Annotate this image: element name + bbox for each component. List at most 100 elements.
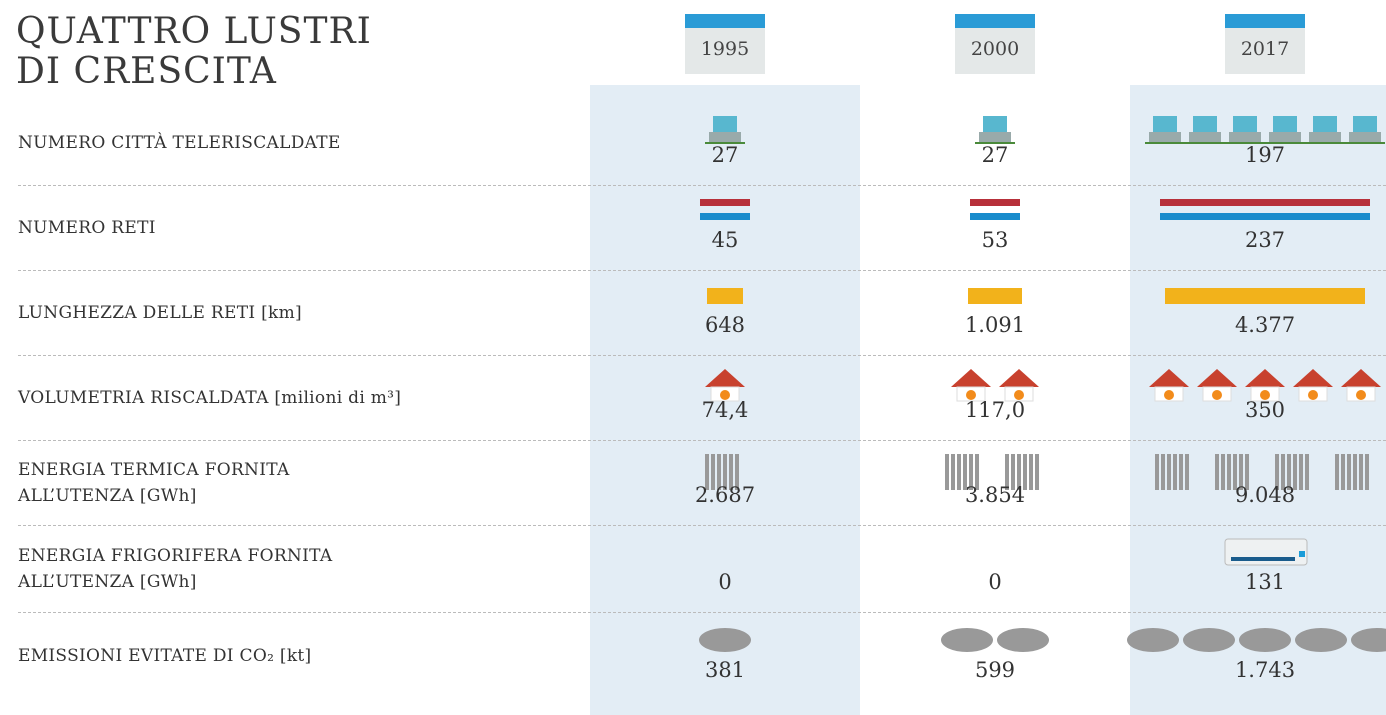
icon-part <box>1281 454 1285 490</box>
icon-part <box>1275 454 1279 490</box>
icon-part <box>1212 390 1222 400</box>
row-label-line: NUMERO RETI <box>18 217 156 238</box>
icon-part <box>1017 454 1021 490</box>
icon-part <box>1309 132 1341 142</box>
row-value: 237 <box>1244 228 1286 252</box>
icon-part <box>1245 369 1285 387</box>
icon-part <box>951 369 991 387</box>
calendar: 1995 <box>685 14 765 74</box>
icon-part <box>1299 551 1305 557</box>
icon-part <box>1035 454 1039 490</box>
row-separator <box>18 270 1386 271</box>
icon-part <box>1165 288 1365 304</box>
icon-part <box>1197 369 1237 387</box>
icon-part <box>1005 454 1009 490</box>
icon-part <box>1183 628 1235 652</box>
icon-part <box>1341 454 1345 490</box>
icon-part <box>1164 390 1174 400</box>
title: QUATTRO LUSTRI DI CRESCITA <box>16 12 372 92</box>
row-separator <box>18 440 1386 441</box>
icon-part <box>1189 132 1221 142</box>
row-value: 197 <box>1244 143 1286 167</box>
icon-part <box>709 132 741 142</box>
row-label: EMISSIONI EVITATE DI CO₂ [kt] <box>18 643 312 669</box>
row-value: 117,0 <box>964 398 1026 422</box>
row-label-line: ENERGIA FRIGORIFERA FORNITA <box>18 545 333 566</box>
row-label-line: ALL’UTENZA [GWh] <box>18 571 197 592</box>
row-separator <box>18 355 1386 356</box>
row-value: 350 <box>1244 398 1286 422</box>
icon-part <box>1308 390 1318 400</box>
icon-part <box>999 369 1039 387</box>
icon-part <box>705 369 745 387</box>
row-label-line: LUNGHEZZA DELLE RETI [km] <box>18 302 302 323</box>
icon-part <box>997 628 1049 652</box>
icon-part <box>1233 454 1237 490</box>
icon-part <box>723 454 727 490</box>
row-value: 131 <box>1244 570 1286 594</box>
year: 1995 <box>700 38 750 60</box>
icon-part <box>1127 628 1179 652</box>
row-value: 4.377 <box>1234 313 1296 337</box>
row-value: 648 <box>704 313 746 337</box>
row-value: 381 <box>704 658 746 682</box>
calendar-bar <box>685 14 765 28</box>
icon-part <box>1260 390 1270 400</box>
icon-part <box>945 454 949 490</box>
year: 2017 <box>1240 38 1290 60</box>
icon-part <box>1161 454 1165 490</box>
icon-part <box>1349 132 1381 142</box>
calendar-body <box>1225 28 1305 74</box>
icon-part <box>1245 454 1249 490</box>
row-label: NUMERO CITTÀ TELERISCALDATE <box>18 130 341 156</box>
icon-part <box>951 454 955 490</box>
row-separator <box>18 525 1386 526</box>
row-label: ENERGIA FRIGORIFERA FORNITA ALL’UTENZA [G… <box>18 543 332 595</box>
calendar: 2017 <box>1225 14 1305 74</box>
row-value: 9.048 <box>1234 483 1296 507</box>
icon-part <box>1149 132 1181 142</box>
row-value: 3.854 <box>964 483 1026 507</box>
row-value: 1.743 <box>1234 658 1296 682</box>
row-separator <box>18 612 1386 613</box>
icon-part <box>1160 213 1370 220</box>
icon-part <box>1173 454 1177 490</box>
icon-part <box>1335 454 1339 490</box>
icon-part <box>720 390 730 400</box>
icon-part <box>1299 454 1303 490</box>
icon-part <box>1231 557 1295 561</box>
icon-part <box>1160 199 1370 206</box>
calendar-body <box>955 28 1035 74</box>
icon-part <box>1351 628 1386 652</box>
icon-part <box>1295 628 1347 652</box>
row-value: 1.091 <box>964 313 1026 337</box>
calendar: 2000 <box>955 14 1035 74</box>
icon-part <box>707 288 743 304</box>
icon-part <box>1155 454 1159 490</box>
row-value: 0 <box>988 570 1002 594</box>
icon-part <box>711 454 715 490</box>
icon-part <box>1215 454 1219 490</box>
icon-part <box>1347 454 1351 490</box>
icon-part <box>1011 454 1015 490</box>
icon-part <box>970 199 1020 206</box>
row-label: ENERGIA TERMICA FORNITA ALL’UTENZA [GWh] <box>18 457 290 509</box>
row-separator <box>18 185 1386 186</box>
row-label: VOLUMETRIA RISCALDATA [milioni di m³] <box>18 385 401 411</box>
row-label-line: EMISSIONI EVITATE DI CO₂ [kt] <box>18 646 312 666</box>
icon-part <box>1179 454 1183 490</box>
row-label-line: ENERGIA TERMICA FORNITA <box>18 459 290 480</box>
calendar-bar <box>1225 14 1305 28</box>
row-label-line: VOLUMETRIA RISCALDATA [milioni di m³] <box>18 387 402 408</box>
icon-part <box>1341 369 1381 387</box>
row-label: LUNGHEZZA DELLE RETI [km] <box>18 300 302 326</box>
icon-part <box>705 454 709 490</box>
icon-part <box>1224 538 1308 566</box>
icon-part <box>969 454 973 490</box>
title-line: QUATTRO LUSTRI <box>16 11 372 52</box>
icon-part <box>1149 369 1189 387</box>
icon-part <box>729 454 733 490</box>
icon-part <box>1353 454 1357 490</box>
icon-part <box>1185 454 1189 490</box>
